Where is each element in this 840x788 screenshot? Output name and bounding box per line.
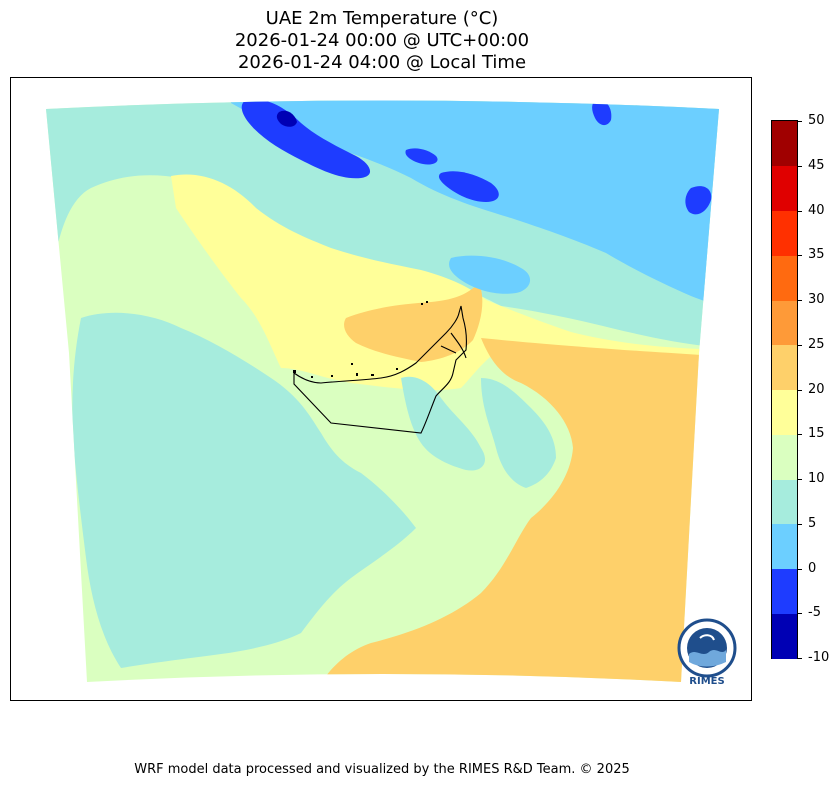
map-title: UAE 2m Temperature (°C) <box>265 8 499 29</box>
temperature-map <box>46 100 719 682</box>
band-minus5-0-c <box>405 148 438 165</box>
colorbar-tick <box>798 658 802 659</box>
colorbar-segment <box>772 165 797 211</box>
colorbar-segment <box>772 479 797 525</box>
colorbar-tick <box>798 165 802 167</box>
colorbar-tick-label: 35 <box>808 247 825 263</box>
colorbar-segment <box>772 434 797 480</box>
colorbar-tick <box>798 523 802 525</box>
colorbar-tick <box>798 479 802 480</box>
band-5-10-center <box>401 376 486 471</box>
band-minus5-0-e <box>685 186 712 215</box>
colorbar-tick-label: 0 <box>808 560 817 576</box>
colorbar-segment <box>772 389 797 435</box>
footer-credit: WRF model data processed and visualized … <box>134 762 630 777</box>
colorbar <box>771 120 798 659</box>
colorbar-tick <box>798 568 802 570</box>
colorbar-tick <box>798 121 802 122</box>
uae-boundary <box>293 305 467 434</box>
colorbar-tick-label: 5 <box>808 515 817 531</box>
band-5-10-oman <box>481 378 556 488</box>
band-20-25-gulf <box>344 283 483 362</box>
colorbar-tick <box>798 434 802 436</box>
uae-islands <box>293 301 428 378</box>
colorbar-tick-label: 30 <box>808 292 825 307</box>
colorbar-tick-label: 20 <box>808 381 825 397</box>
colorbar-tick-label: 15 <box>808 426 825 442</box>
colorbar-tick-label: 10 <box>808 471 825 486</box>
colorbar-tick-label: -5 <box>808 605 821 621</box>
colorbar-tick-label: 45 <box>808 157 825 173</box>
colorbar-tick-label: 50 <box>808 113 825 128</box>
rimes-logo: RIMES <box>674 618 740 690</box>
colorbar-segment <box>772 210 797 256</box>
band-minus5-0-a <box>241 100 370 179</box>
colorbar-tick <box>798 344 802 346</box>
colorbar-segment <box>772 568 797 614</box>
colorbar-tick <box>798 210 802 212</box>
colorbar-tick <box>798 389 802 391</box>
colorbar-segment <box>772 613 797 659</box>
colorbar-segment <box>772 121 797 167</box>
colorbar-segment <box>772 300 797 346</box>
map-subtitle-local: 2026-01-24 04:00 @ Local Time <box>237 52 527 73</box>
colorbar-segment <box>772 255 797 301</box>
rimes-logo-text: RIMES <box>689 676 725 687</box>
colorbar-segment <box>772 523 797 569</box>
colorbar-tick <box>798 300 802 301</box>
band-15-20-gulf <box>171 174 719 391</box>
colorbar-segment <box>772 344 797 390</box>
map-subtitle-utc: 2026-01-24 00:00 @ UTC+00:00 <box>234 30 530 51</box>
band-0-5-west <box>449 255 531 294</box>
colorbar-tick <box>798 613 802 615</box>
colorbar-tick-label: 40 <box>808 202 825 218</box>
band-minus5-0-d <box>592 100 612 125</box>
colorbar-tick-label: 25 <box>808 336 825 352</box>
map-frame <box>10 77 752 701</box>
band-minus10-minus5 <box>276 110 297 127</box>
colorbar-tick-label: -10 <box>808 650 830 665</box>
band-5-10-west <box>72 312 417 668</box>
temperature-field <box>46 100 719 682</box>
band-minus5-0-b <box>438 171 499 202</box>
colorbar-tick <box>798 255 802 257</box>
band-20-25-southeast <box>311 338 719 682</box>
rimes-logo-emblem <box>677 618 737 678</box>
